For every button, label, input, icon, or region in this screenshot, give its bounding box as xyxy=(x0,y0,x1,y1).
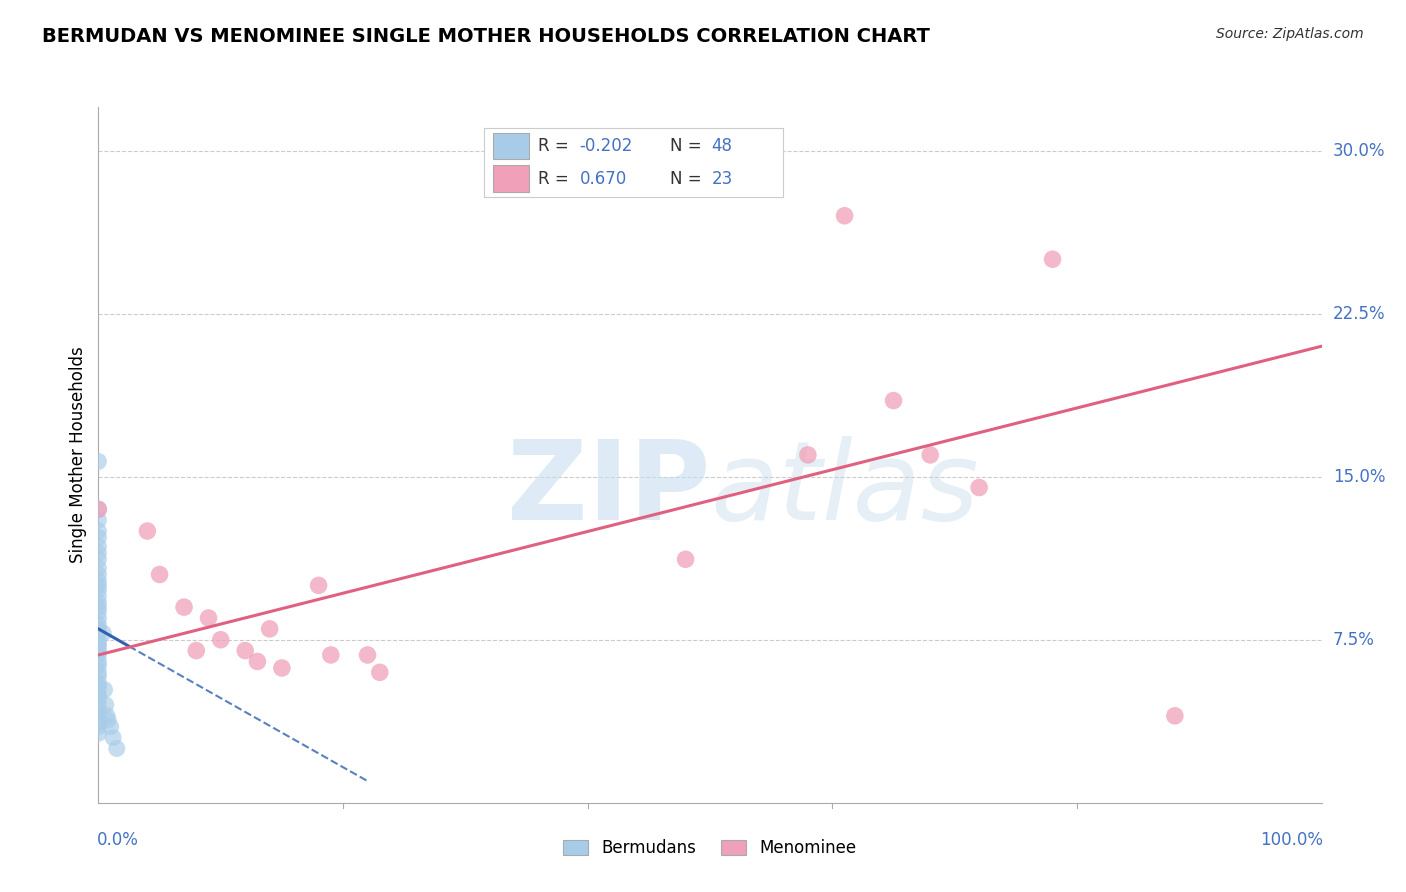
Text: 15.0%: 15.0% xyxy=(1333,467,1385,485)
Point xyxy=(173,600,195,615)
Point xyxy=(87,567,110,582)
Text: N =: N = xyxy=(669,169,706,187)
Point xyxy=(87,513,110,527)
Point xyxy=(356,648,378,662)
Point xyxy=(87,639,110,653)
Point xyxy=(87,643,110,657)
Point xyxy=(91,626,114,640)
Point xyxy=(319,648,342,662)
Point xyxy=(87,705,110,719)
Text: atlas: atlas xyxy=(710,436,979,543)
Point xyxy=(87,648,110,662)
Point xyxy=(87,605,110,619)
Point xyxy=(233,643,256,657)
Point xyxy=(197,611,219,625)
Point xyxy=(87,658,110,673)
Point xyxy=(209,632,232,647)
Point xyxy=(87,676,110,690)
Point xyxy=(186,643,208,657)
Point xyxy=(87,720,110,734)
Point xyxy=(967,481,990,495)
Y-axis label: Single Mother Households: Single Mother Households xyxy=(69,347,87,563)
Point xyxy=(87,665,110,680)
Point xyxy=(87,502,110,516)
Point xyxy=(1042,252,1064,267)
Point xyxy=(87,454,110,468)
Point xyxy=(87,561,110,575)
Point xyxy=(87,574,110,588)
Point xyxy=(920,448,942,462)
Point xyxy=(87,546,110,560)
Point xyxy=(87,531,110,545)
Point xyxy=(87,617,110,632)
Point xyxy=(87,637,110,651)
Point xyxy=(87,589,110,603)
Point xyxy=(87,578,110,592)
Text: 100.0%: 100.0% xyxy=(1260,830,1323,848)
Point xyxy=(883,393,905,408)
Text: 0.670: 0.670 xyxy=(579,169,627,187)
Point xyxy=(87,502,110,516)
Point xyxy=(87,726,110,740)
Point xyxy=(94,698,117,712)
Point xyxy=(270,661,294,675)
Point xyxy=(87,687,110,701)
Point xyxy=(1164,708,1187,723)
Point xyxy=(105,741,128,756)
Text: 48: 48 xyxy=(711,137,733,155)
Text: ZIP: ZIP xyxy=(506,436,710,543)
Text: 22.5%: 22.5% xyxy=(1333,304,1385,323)
Point xyxy=(87,708,110,723)
Point xyxy=(259,622,281,636)
Point xyxy=(101,731,124,745)
Bar xyxy=(492,133,529,159)
Point xyxy=(87,622,110,636)
Point xyxy=(87,524,110,538)
Text: -0.202: -0.202 xyxy=(579,137,633,155)
Point xyxy=(87,698,110,712)
Point xyxy=(87,632,110,647)
Point xyxy=(87,539,110,553)
Point xyxy=(97,713,120,727)
Legend: Bermudans, Menominee: Bermudans, Menominee xyxy=(557,833,863,864)
Text: 7.5%: 7.5% xyxy=(1333,631,1375,648)
Point xyxy=(246,655,269,669)
Point xyxy=(797,448,820,462)
Point xyxy=(93,682,115,697)
Point xyxy=(87,626,110,640)
Point xyxy=(87,670,110,684)
Point xyxy=(96,708,118,723)
Point xyxy=(87,655,110,669)
Point xyxy=(87,681,110,695)
Point xyxy=(100,720,122,734)
Text: Source: ZipAtlas.com: Source: ZipAtlas.com xyxy=(1216,27,1364,41)
Text: BERMUDAN VS MENOMINEE SINGLE MOTHER HOUSEHOLDS CORRELATION CHART: BERMUDAN VS MENOMINEE SINGLE MOTHER HOUS… xyxy=(42,27,929,45)
Bar xyxy=(492,166,529,192)
Point xyxy=(675,552,697,566)
Point xyxy=(136,524,159,538)
Point xyxy=(87,582,110,597)
Point xyxy=(87,600,110,615)
Text: N =: N = xyxy=(669,137,706,155)
Text: 30.0%: 30.0% xyxy=(1333,142,1385,160)
Point xyxy=(87,715,110,730)
Point xyxy=(87,596,110,610)
Point xyxy=(834,209,856,223)
Point xyxy=(149,567,172,582)
Point xyxy=(87,611,110,625)
Point xyxy=(308,578,330,592)
Text: R =: R = xyxy=(537,169,579,187)
Text: 23: 23 xyxy=(711,169,733,187)
Text: 0.0%: 0.0% xyxy=(97,830,139,848)
Point xyxy=(87,552,110,566)
Text: R =: R = xyxy=(537,137,574,155)
Point xyxy=(368,665,391,680)
Point xyxy=(87,691,110,706)
